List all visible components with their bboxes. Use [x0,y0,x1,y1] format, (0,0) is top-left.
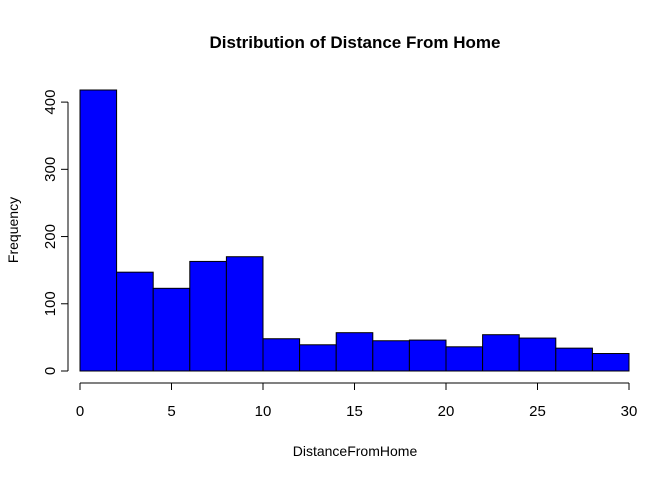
x-tick-label: 15 [346,403,363,420]
histogram-bar [299,344,337,372]
x-tick-label: 10 [255,403,272,420]
histogram-bar [225,256,264,372]
histogram-bar [262,338,301,372]
histogram-bar [445,346,484,372]
y-tick-label: 400 [42,90,59,115]
y-axis-label: Frequency [5,197,21,263]
y-axis: 0 100 200 300 400 [42,90,69,375]
histogram-bar [189,260,227,372]
x-axis-label: DistanceFromHome [293,443,418,459]
histogram-bar [408,339,447,372]
x-tick-label: 20 [438,403,455,420]
y-tick-label: 200 [42,224,59,249]
histogram-bar [555,347,593,372]
x-tick-label: 25 [529,403,546,420]
histogram-bar [591,353,630,372]
x-tick-label: 5 [167,403,175,420]
x-tick-label: 0 [76,403,84,420]
histogram-bar [335,332,374,372]
x-tick-label: 30 [621,403,638,420]
y-tick-label: 0 [42,367,59,375]
histogram-bar [518,337,557,372]
histogram-bar [116,271,154,372]
x-axis: 0 5 10 15 20 25 30 [76,382,638,420]
chart-title: Distribution of Distance From Home [210,33,501,52]
histogram-bar [372,340,410,372]
y-tick-label: 100 [42,291,59,316]
histogram-bar [79,89,118,372]
y-tick-label: 300 [42,157,59,182]
bars-group [79,89,630,372]
histogram-bar [152,287,191,372]
histogram-bar [482,334,520,372]
